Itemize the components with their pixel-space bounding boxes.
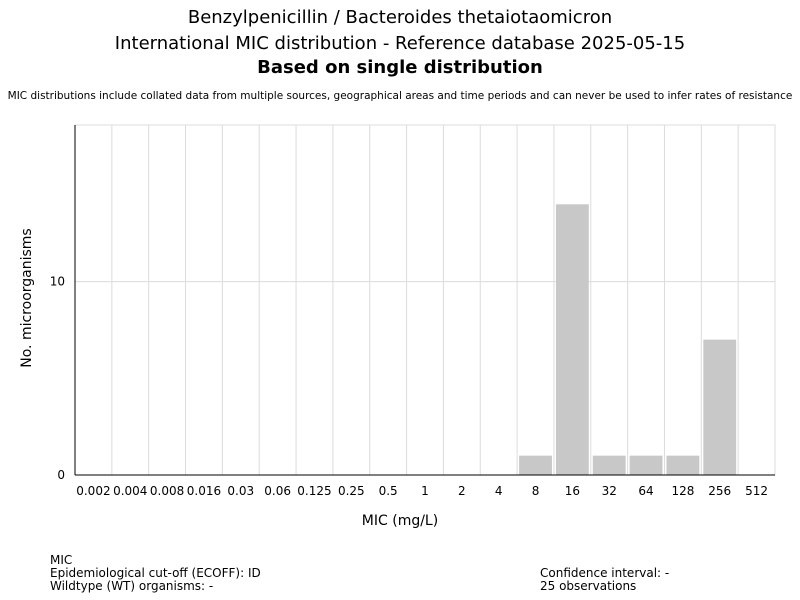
x-tick-label: 16 — [565, 484, 580, 498]
bar-128 — [666, 455, 700, 475]
x-tick-label: 0.06 — [264, 484, 291, 498]
x-tick-label: 512 — [745, 484, 768, 498]
chart-title-line-3: Based on single distribution — [257, 57, 543, 78]
x-tick-label: 0.016 — [187, 484, 221, 498]
chart-grid — [74, 124, 776, 476]
y-axis-label: No. microorganisms — [19, 228, 35, 367]
footer-right: Confidence interval: - 25 observations — [540, 567, 669, 593]
chart-title-line-2: International MIC distribution - Referen… — [114, 33, 686, 54]
y-tick-label: 0 — [57, 468, 65, 482]
footer-ecoff: Epidemiological cut-off (ECOFF): ID — [50, 566, 261, 580]
chart-title-line-1: Benzylpenicillin / Bacteroides thetaiota… — [187, 7, 613, 28]
plot-frame — [74, 124, 776, 476]
x-tick-label: 0.5 — [379, 484, 398, 498]
y-tick-labels: 0 10 — [50, 275, 65, 482]
bar-8 — [519, 455, 552, 475]
x-tick-label: 4 — [495, 484, 503, 498]
x-tick-label: 128 — [671, 484, 694, 498]
bar-256 — [703, 339, 737, 475]
x-tick-label: 8 — [532, 484, 540, 498]
footer-wildtype: Wildtype (WT) organisms: - — [50, 579, 214, 593]
x-tick-label: 256 — [708, 484, 731, 498]
x-tick-label: 64 — [638, 484, 653, 498]
x-tick-labels: 0.002 0.004 0.008 0.016 0.03 0.06 0.125 0.25 0.5… — [76, 484, 768, 498]
x-tick-label: 0.03 — [227, 484, 254, 498]
y-tick-label: 10 — [50, 275, 65, 289]
x-tick-label: 0.125 — [297, 484, 331, 498]
x-axis-label: MIC (mg/L) — [362, 513, 438, 529]
chart-disclaimer-note: MIC distributions include collated data … — [7, 90, 793, 102]
chart-bars — [519, 204, 737, 475]
x-tick-label: 2 — [458, 484, 466, 498]
bar-16 — [555, 204, 589, 475]
footer-observations: 25 observations — [540, 579, 637, 593]
bar-32 — [592, 455, 626, 475]
x-tick-label: 0.25 — [338, 484, 365, 498]
footer-confidence-interval: Confidence interval: - — [540, 566, 670, 580]
bar-64 — [629, 455, 663, 475]
footer-mic-label: MIC — [50, 553, 73, 567]
chart-axes — [74, 125, 775, 476]
footer-left: MIC Epidemiological cut-off (ECOFF): ID … — [50, 554, 261, 593]
x-tick-label: 0.004 — [113, 484, 147, 498]
x-tick-label: 0.008 — [150, 484, 184, 498]
x-tick-label: 0.002 — [76, 484, 110, 498]
x-tick-label: 1 — [421, 484, 429, 498]
x-tick-label: 32 — [602, 484, 617, 498]
